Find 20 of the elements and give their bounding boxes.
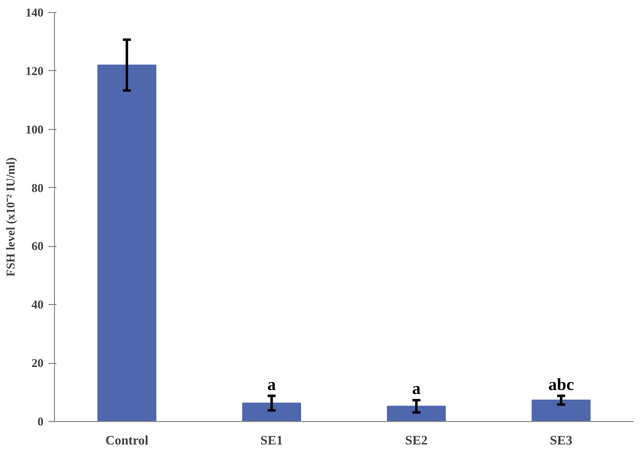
- y-tick-label: 0: [38, 414, 44, 428]
- bar: [242, 402, 302, 422]
- y-tick-label: 40: [32, 298, 44, 312]
- bar: [386, 406, 446, 422]
- bar: [532, 400, 591, 422]
- x-tick-label: SE1: [260, 432, 283, 448]
- bar: [97, 64, 156, 422]
- annotation: a: [412, 379, 422, 398]
- y-tick-label: 20: [32, 356, 44, 370]
- annotation: a: [267, 374, 276, 394]
- x-tick-label: Control: [105, 432, 149, 448]
- y-tick-label: 60: [32, 239, 44, 254]
- y-tick-label: 120: [26, 64, 44, 78]
- annotation: abc: [548, 374, 574, 394]
- y-tick-label: 100: [26, 122, 44, 136]
- x-tick-label: SE2: [405, 432, 428, 448]
- y-tick-label: 140: [26, 6, 44, 20]
- y-tick-label: 80: [32, 180, 44, 195]
- y-axis-title: FSH level (x10⁻² IU/ml): [4, 157, 18, 277]
- x-tick-label: SE3: [550, 432, 573, 448]
